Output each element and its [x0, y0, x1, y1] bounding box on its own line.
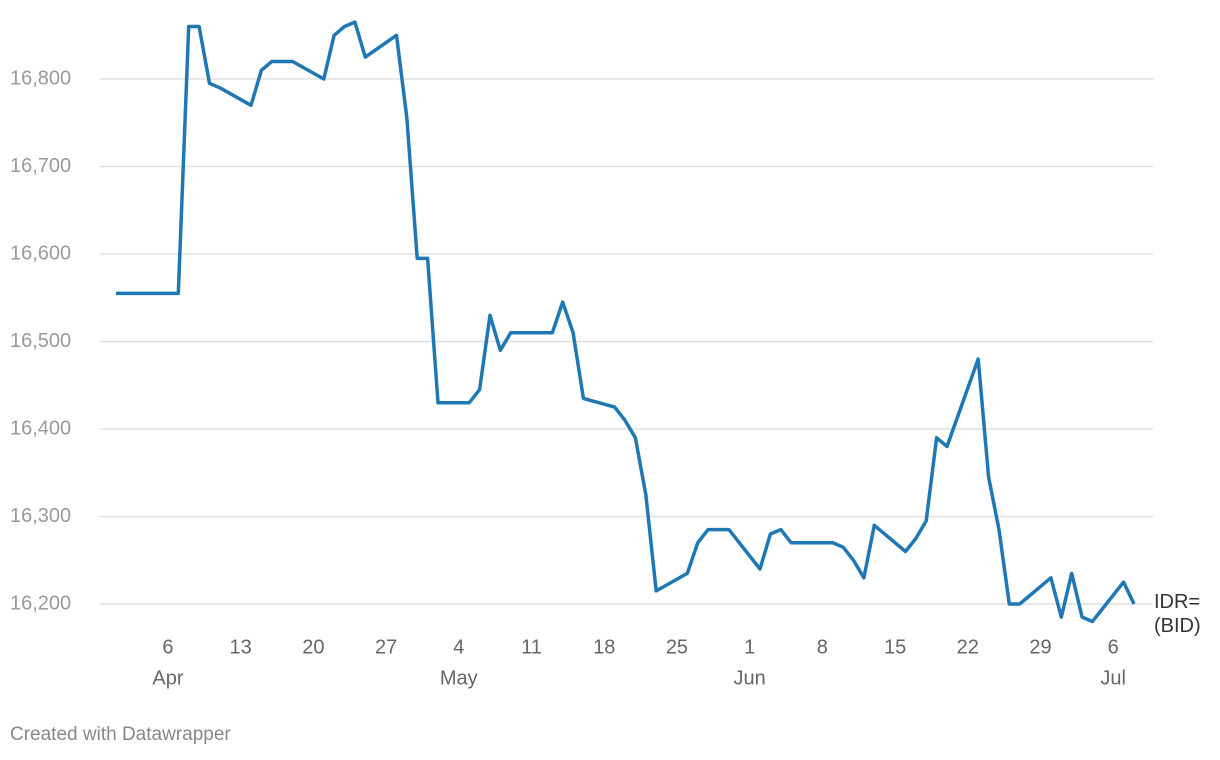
data-line: [116, 20, 1136, 624]
y-tick-label: 16,800: [10, 67, 71, 89]
y-tick-label: 16,600: [10, 242, 71, 264]
y-tick-label: 16,200: [10, 592, 71, 614]
y-tick-label: 16,500: [10, 330, 71, 352]
x-tick-label: 15: [884, 636, 906, 658]
x-tick-label: 8: [817, 636, 828, 658]
x-tick-label: 27: [375, 636, 397, 658]
y-tick-label: 16,400: [10, 417, 71, 439]
x-month-label: May: [440, 667, 478, 689]
y-tick-label: 16,300: [10, 505, 71, 527]
x-tick-label: 13: [230, 636, 252, 658]
x-tick-label: 25: [666, 636, 688, 658]
x-month-label: Apr: [152, 667, 183, 689]
x-tick-label: 4: [453, 636, 464, 658]
x-tick-label: 6: [162, 636, 173, 658]
x-tick-label: 29: [1029, 636, 1051, 658]
x-tick-label: 6: [1108, 636, 1119, 658]
x-month-label: Jul: [1100, 667, 1126, 689]
footer: Created with Datawrapper: [10, 724, 231, 745]
x-tick-label: 22: [957, 636, 979, 658]
x-tick-label: 18: [593, 636, 615, 658]
series-label: IDR= (BID): [1154, 591, 1201, 637]
y-tick-label: 16,700: [10, 155, 71, 177]
x-tick-label: 11: [521, 636, 542, 658]
x-tick-label: 20: [302, 636, 324, 658]
x-month-label: Jun: [734, 667, 766, 689]
x-tick-label: 1: [744, 636, 755, 658]
